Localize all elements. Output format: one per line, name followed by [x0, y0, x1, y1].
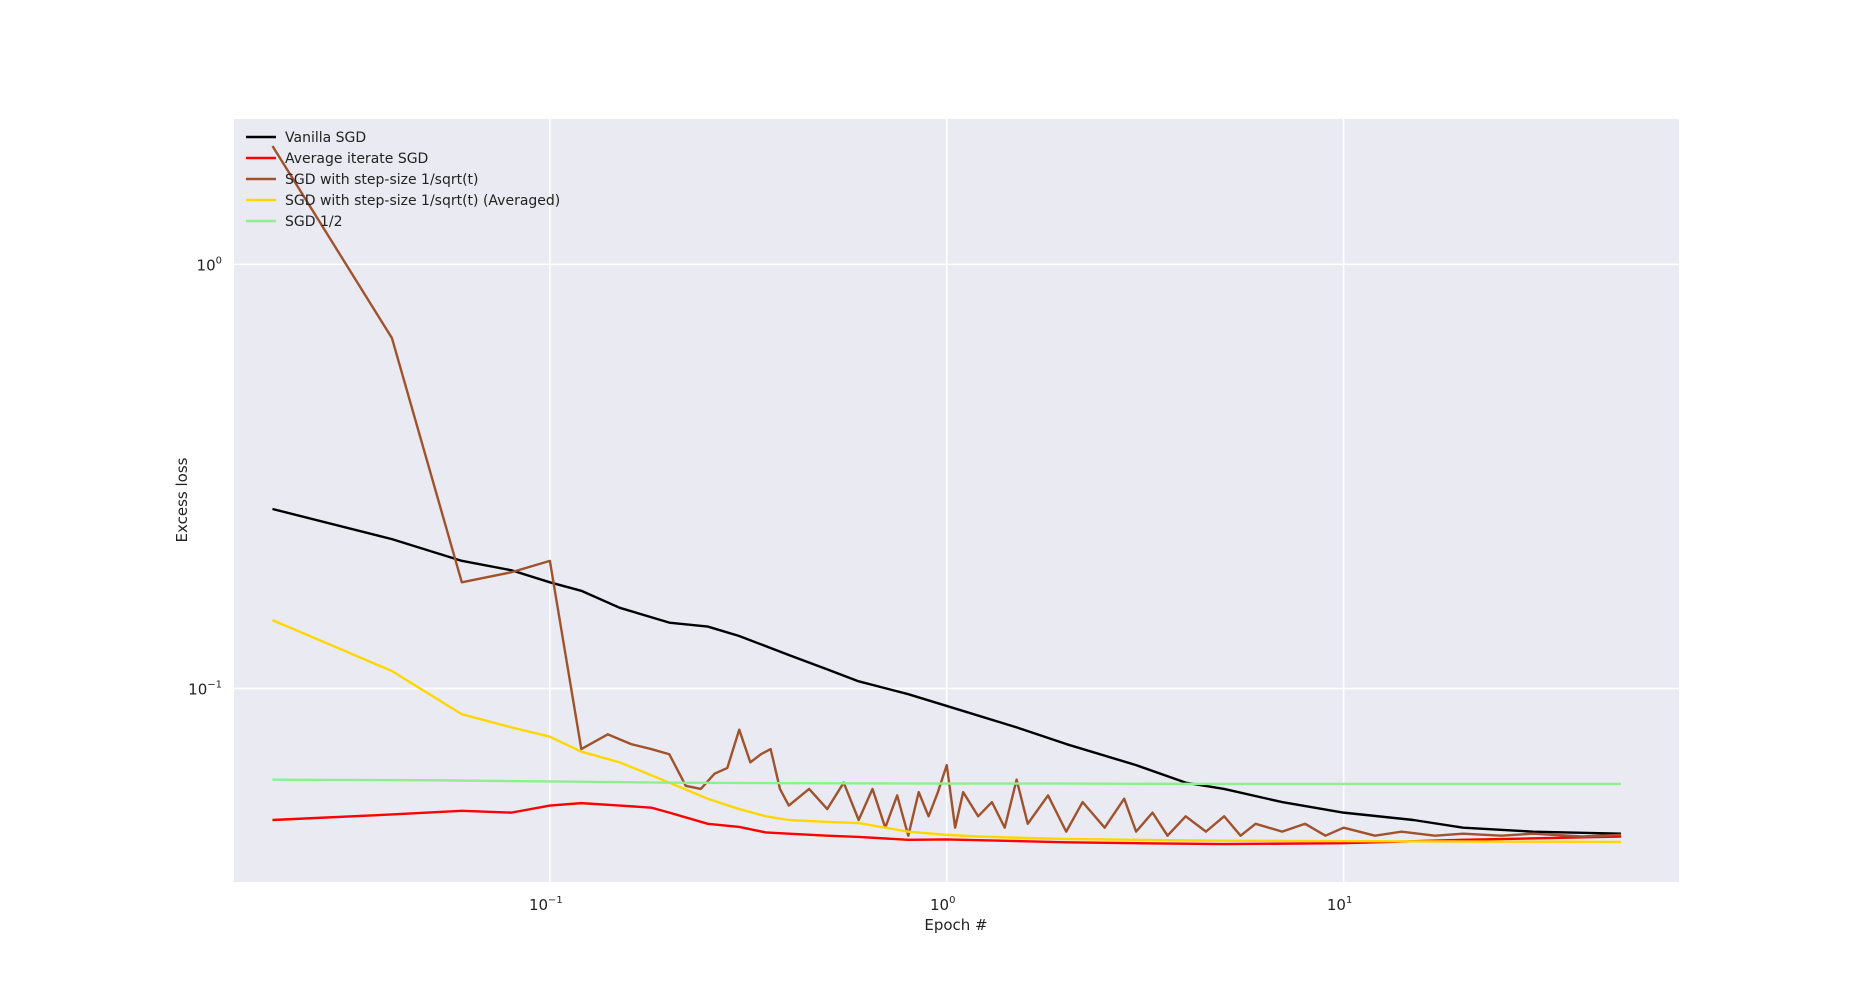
x-axis-label: Epoch # — [924, 916, 987, 934]
legend: Vanilla SGD Average iterate SGD SGD with s… — [246, 130, 560, 230]
y-tick-label-0: 10−1 — [188, 680, 222, 699]
x-tick-label-2: 101 — [1327, 895, 1352, 914]
legend-label-2: SGD with step-size 1/sqrt(t) — [285, 172, 479, 188]
grid — [234, 119, 1679, 882]
legend-label-0: Vanilla SGD — [285, 130, 366, 146]
legend-label-3: SGD with step-size 1/sqrt(t) (Averaged) — [285, 193, 560, 209]
x-tick-label-1: 100 — [930, 895, 955, 914]
plot-area — [234, 119, 1679, 882]
series-line-3 — [271, 618, 1622, 844]
series-lines — [271, 145, 1622, 846]
legend-label-1: Average iterate SGD — [285, 151, 428, 167]
series-line-1 — [272, 801, 1622, 846]
series-line-4 — [272, 778, 1622, 786]
series-line-2 — [271, 145, 1622, 838]
x-tick-label-0: 10−1 — [529, 895, 563, 914]
legend-label-4: SGD 1/2 — [285, 214, 343, 230]
ticks: 10−1 100 101 10−1 100 — [188, 255, 1352, 914]
series-line-0 — [272, 507, 1622, 835]
y-axis-label: Excess loss — [173, 457, 191, 542]
y-tick-label-1: 100 — [197, 255, 222, 274]
